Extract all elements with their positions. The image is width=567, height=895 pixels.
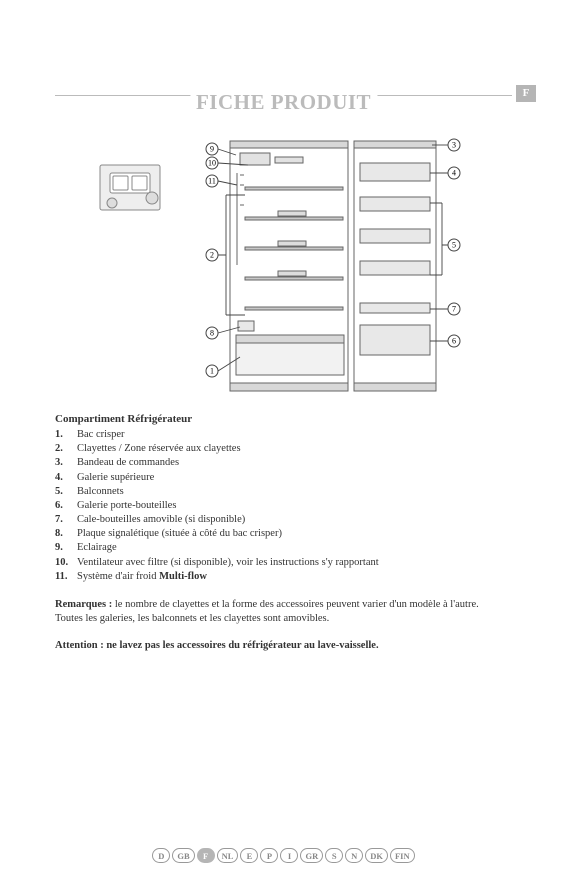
parts-list-item: 4.Galerie supérieure	[55, 471, 512, 485]
parts-item-number: 11.	[55, 570, 77, 584]
notes-text-2: Toutes les galeries, les balconnets et l…	[55, 613, 329, 624]
parts-item-number: 2.	[55, 442, 77, 456]
warning-text: Attention : ne lavez pas les accessoires…	[55, 640, 512, 651]
svg-text:9: 9	[210, 145, 214, 154]
lang-chip-f[interactable]: F	[197, 848, 215, 863]
callout-10: 10	[206, 157, 218, 169]
svg-text:7: 7	[452, 305, 456, 314]
callout-6: 6	[448, 335, 460, 347]
notes-label: Remarques :	[55, 599, 112, 610]
parts-list-item: 2.Clayettes / Zone réservée aux clayette…	[55, 442, 512, 456]
callout-1: 1	[206, 365, 218, 377]
svg-text:10: 10	[208, 159, 216, 168]
content-body: Compartiment Réfrigérateur 1.Bac crisper…	[55, 413, 512, 651]
callout-3: 3	[448, 139, 460, 151]
lang-chip-n[interactable]: N	[345, 848, 363, 863]
parts-item-label: Balconnets	[77, 485, 124, 499]
lang-chip-dk[interactable]: DK	[365, 848, 388, 863]
parts-item-number: 10.	[55, 556, 77, 570]
language-footer: DGBFNLEPIGRSNDKFIN	[0, 848, 567, 863]
parts-list-item: 9.Eclairage	[55, 541, 512, 555]
svg-text:2: 2	[210, 251, 214, 260]
lang-chip-i[interactable]: I	[280, 848, 298, 863]
parts-item-number: 1.	[55, 428, 77, 442]
parts-item-number: 4.	[55, 471, 77, 485]
lang-chip-gb[interactable]: GB	[172, 848, 194, 863]
parts-item-number: 7.	[55, 513, 77, 527]
page-header: FICHE PRODUIT F	[55, 95, 512, 125]
lang-chip-nl[interactable]: NL	[217, 848, 239, 863]
parts-list-item: 11.Système d'air froid Multi-flow	[55, 570, 512, 584]
parts-item-number: 6.	[55, 499, 77, 513]
parts-item-number: 9.	[55, 541, 77, 555]
parts-item-label: Eclairage	[77, 541, 117, 555]
svg-text:3: 3	[452, 141, 456, 150]
parts-item-label: Bac crisper	[77, 428, 125, 442]
parts-list-item: 5.Balconnets	[55, 485, 512, 499]
svg-text:5: 5	[452, 241, 456, 250]
parts-item-label: Système d'air froid Multi-flow	[77, 570, 207, 584]
notes-text-1: le nombre de clayettes et la forme des a…	[112, 599, 478, 610]
lang-chip-gr[interactable]: GR	[300, 848, 323, 863]
parts-item-label: Plaque signalétique (située à côté du ba…	[77, 527, 282, 541]
parts-list-item: 10.Ventilateur avec filtre (si disponibl…	[55, 556, 512, 570]
parts-item-label: Ventilateur avec filtre (si disponible),…	[77, 556, 379, 570]
parts-list-item: 3.Bandeau de commandes	[55, 456, 512, 470]
parts-item-label: Galerie porte-bouteilles	[77, 499, 176, 513]
lang-chip-d[interactable]: D	[152, 848, 170, 863]
parts-item-label: Bandeau de commandes	[77, 456, 179, 470]
parts-subtitle: Compartiment Réfrigérateur	[55, 413, 512, 425]
svg-text:11: 11	[208, 177, 216, 186]
callout-7: 7	[448, 303, 460, 315]
callout-2: 2	[206, 249, 218, 261]
callout-5: 5	[448, 239, 460, 251]
product-diagram: 9 10 11 2 8 1 3 4 5 7 6	[0, 125, 567, 405]
parts-item-number: 8.	[55, 527, 77, 541]
parts-list: 1.Bac crisper2.Clayettes / Zone réservée…	[55, 428, 512, 584]
parts-item-label: Galerie supérieure	[77, 471, 154, 485]
corner-language-badge: F	[516, 85, 536, 102]
parts-list-item: 6.Galerie porte-bouteilles	[55, 499, 512, 513]
parts-list-item: 7.Cale-bouteilles amovible (si disponibl…	[55, 513, 512, 527]
parts-list-item: 8.Plaque signalétique (située à côté du …	[55, 527, 512, 541]
page-title: FICHE PRODUIT	[190, 90, 377, 115]
parts-item-number: 3.	[55, 456, 77, 470]
parts-item-label: Cale-bouteilles amovible (si disponible)	[77, 513, 245, 527]
svg-text:4: 4	[452, 169, 456, 178]
lang-chip-fin[interactable]: FIN	[390, 848, 415, 863]
svg-text:6: 6	[452, 337, 456, 346]
lang-chip-p[interactable]: P	[260, 848, 278, 863]
lang-chip-e[interactable]: E	[240, 848, 258, 863]
parts-item-number: 5.	[55, 485, 77, 499]
parts-item-label: Clayettes / Zone réservée aux clayettes	[77, 442, 241, 456]
callout-9: 9	[206, 143, 218, 155]
svg-text:8: 8	[210, 329, 214, 338]
notes-block: Remarques : le nombre de clayettes et la…	[55, 598, 512, 626]
callout-4: 4	[448, 167, 460, 179]
lang-chip-s[interactable]: S	[325, 848, 343, 863]
svg-text:1: 1	[210, 367, 214, 376]
parts-list-item: 1.Bac crisper	[55, 428, 512, 442]
callout-8: 8	[206, 327, 218, 339]
callout-11: 11	[206, 175, 218, 187]
